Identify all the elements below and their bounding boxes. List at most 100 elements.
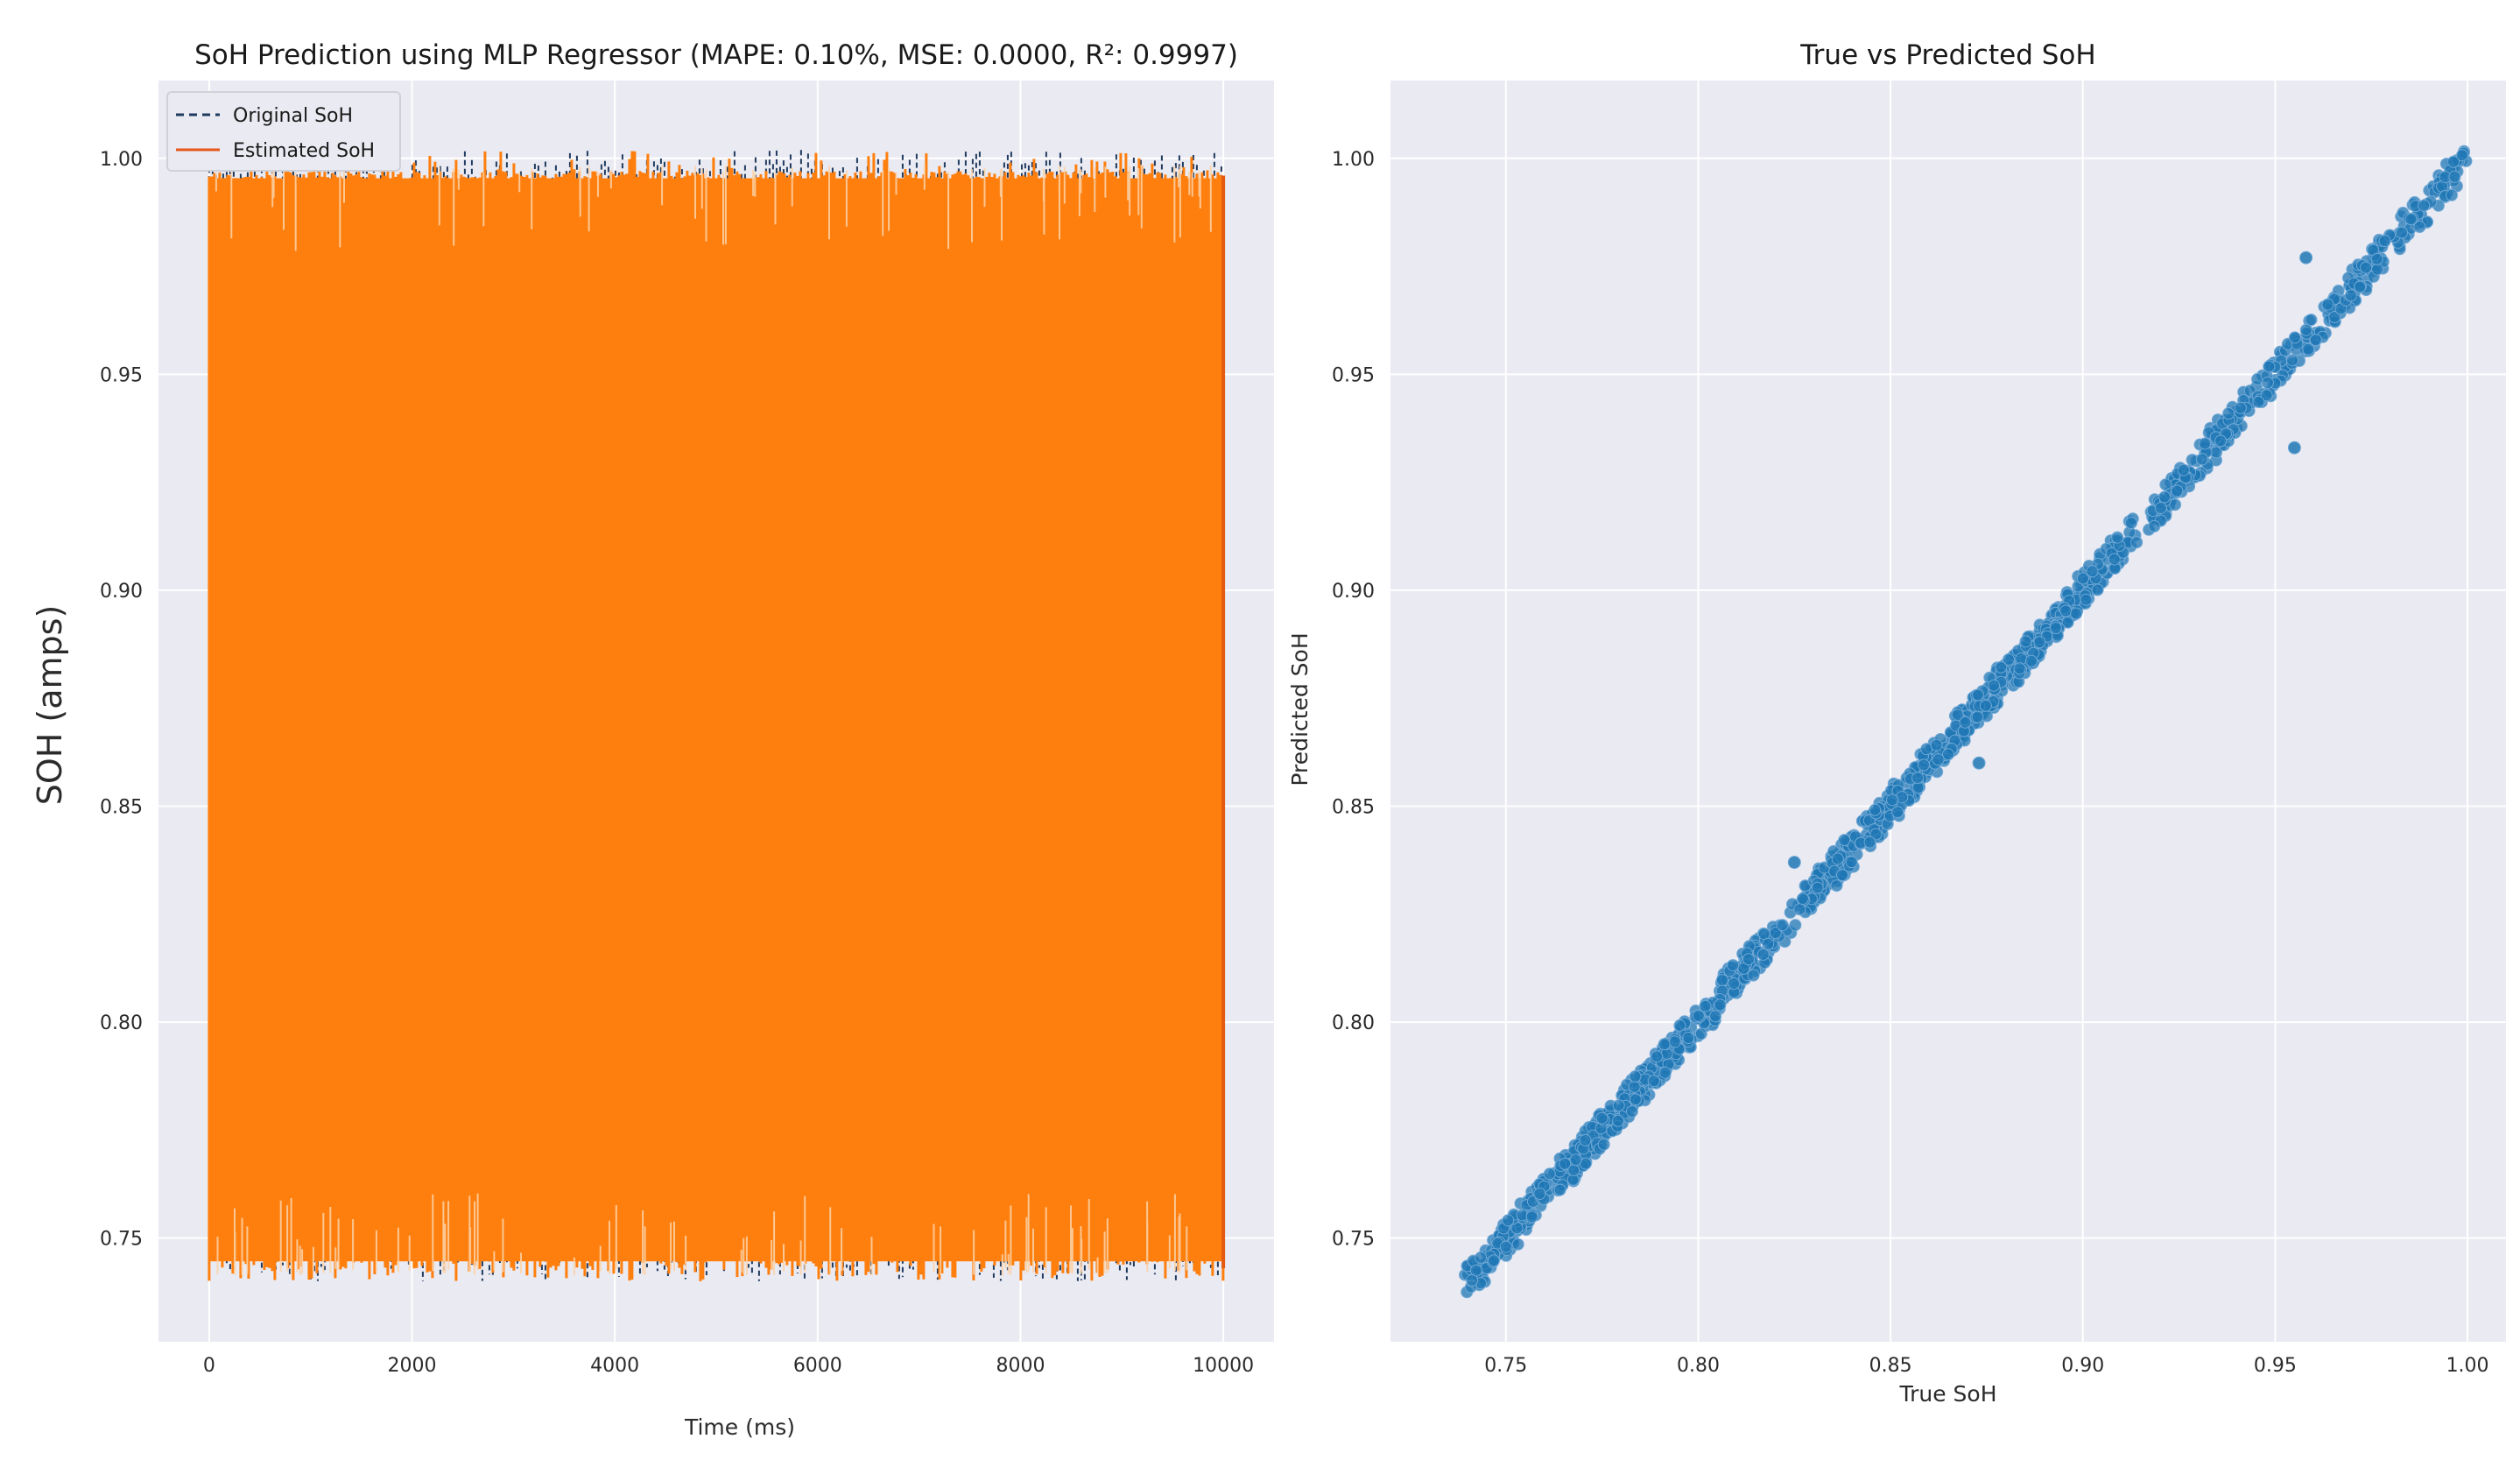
scatter-point [2177, 463, 2190, 476]
scatter-point [1553, 1183, 1566, 1196]
scatter-point [2154, 502, 2167, 514]
left-y-tick-label: 0.85 [100, 796, 143, 818]
left-y-axis-label: SOH (amps) [31, 605, 69, 806]
left-x-tick-label: 10000 [1193, 1355, 1254, 1377]
right-x-tick-label: 0.90 [2061, 1355, 2104, 1377]
scatter-point [2263, 360, 2276, 373]
scatter-point [1959, 716, 1972, 729]
scatter-outlier-point [1787, 856, 1801, 870]
scatter-point [2108, 553, 2121, 566]
scatter-point [2033, 636, 2046, 649]
scatter-point [2214, 434, 2228, 448]
scatter-point [1838, 834, 1851, 847]
scatter-point [1475, 1251, 1488, 1264]
scatter-point [1692, 1009, 1705, 1022]
scatter-point [2059, 604, 2073, 617]
scatter-point [2070, 607, 2083, 620]
scatter-point [2086, 565, 2099, 578]
right-x-tick-label: 0.75 [1484, 1355, 1527, 1377]
left-x-tick-label: 0 [203, 1355, 215, 1377]
scatter-point [2130, 536, 2143, 549]
legend-estimated-label: Estimated SoH [233, 140, 375, 162]
right-x-tick-label: 0.85 [1869, 1355, 1912, 1377]
scatter-point [2061, 616, 2074, 629]
scatter-point [2234, 401, 2247, 414]
legend: Original SoH Estimated SoH [166, 91, 401, 172]
scatter-point [1836, 869, 1848, 882]
scatter-point [1747, 969, 1760, 982]
scatter-point [1715, 974, 1728, 987]
right-chart-title: True vs Predicted SoH [1799, 39, 2095, 71]
scatter-point [2080, 593, 2093, 606]
legend-box [166, 91, 401, 172]
scatter-point [2076, 572, 2089, 585]
right-y-tick-label: 0.85 [1332, 796, 1375, 818]
scatter-point [1911, 772, 1925, 785]
left-x-tick-labels: 0 2000 4000 6000 8000 10000 [203, 1355, 1254, 1377]
scatter-point [2252, 395, 2265, 408]
scatter-point [2299, 323, 2312, 336]
scatter-point [2302, 342, 2315, 356]
scatter-point [1647, 1075, 1660, 1088]
scatter-point [1891, 806, 1904, 819]
scatter-point [1811, 881, 1824, 894]
scatter-point [2148, 519, 2161, 532]
scatter-point [1595, 1111, 1608, 1125]
scatter-point [1628, 1080, 1641, 1093]
scatter-point [1742, 953, 1755, 966]
scatter-point [1597, 1138, 1610, 1151]
scatter-point [2448, 170, 2461, 183]
scatter-point [1971, 710, 1984, 723]
left-y-tick-label: 0.95 [100, 364, 143, 386]
scatter-point [1830, 879, 1843, 892]
right-y-tick-label: 0.80 [1332, 1012, 1375, 1034]
scatter-point [2404, 213, 2418, 226]
scatter-point [1543, 1167, 1556, 1181]
scatter-point [1658, 1038, 1671, 1051]
scatter-point [1769, 927, 1782, 940]
scatter-point [2328, 311, 2341, 323]
scatter-point [1845, 856, 1858, 869]
scatter-point [1673, 1019, 1686, 1032]
scatter-point [1762, 937, 1775, 950]
scatter-point [2019, 635, 2032, 648]
scatter-point [2288, 331, 2301, 344]
scatter-point [1625, 1105, 1638, 1118]
scatter-point [1525, 1210, 1538, 1224]
scatter-point [1972, 688, 1985, 702]
right-y-tick-label: 1.00 [1332, 149, 1375, 171]
scatter-point [1796, 892, 1809, 906]
scatter-point [1612, 1099, 1625, 1112]
scatter-point [2003, 653, 2015, 666]
left-x-tick-label: 8000 [996, 1355, 1045, 1377]
scatter-point [2158, 490, 2172, 504]
scatter-point [1995, 660, 2008, 674]
scatter-point [2360, 261, 2373, 274]
scatter-point [2025, 654, 2038, 667]
right-panel: 0.75 0.80 0.85 0.90 0.95 1.00 0.75 0.80 0.85 0.9… [1287, 39, 2506, 1407]
scatter-point [2199, 437, 2212, 450]
scatter-point [1466, 1273, 1479, 1287]
left-y-tick-label: 0.80 [100, 1012, 143, 1034]
scatter-point [2091, 583, 2104, 596]
right-scatter-points [1459, 145, 2473, 1299]
scatter-point [2013, 662, 2026, 675]
left-panel: 0.75 0.80 0.85 0.90 0.95 1.00 0 2000 4000 6000 80… [31, 39, 1274, 1440]
scatter-point [1789, 919, 1802, 932]
scatter-point [1863, 836, 1876, 849]
scatter-point [1932, 753, 1945, 766]
scatter-point [1502, 1214, 1515, 1227]
scatter-point [1727, 959, 1740, 972]
scatter-point [1682, 1032, 1695, 1044]
estimated-soh-fill [208, 178, 1224, 1262]
right-y-tick-label: 0.75 [1332, 1229, 1375, 1251]
scatter-point [1793, 903, 1806, 916]
right-y-axis-label: Predicted SoH [1287, 632, 1313, 786]
legend-original-label: Original SoH [233, 105, 353, 127]
scatter-point [1630, 1093, 1642, 1106]
estimated-soh-streaks [215, 164, 1212, 1276]
scatter-point [1979, 699, 1992, 712]
left-y-tick-label: 1.00 [100, 149, 143, 171]
scatter-point [1579, 1133, 1592, 1146]
scatter-point [1709, 1010, 1722, 1023]
